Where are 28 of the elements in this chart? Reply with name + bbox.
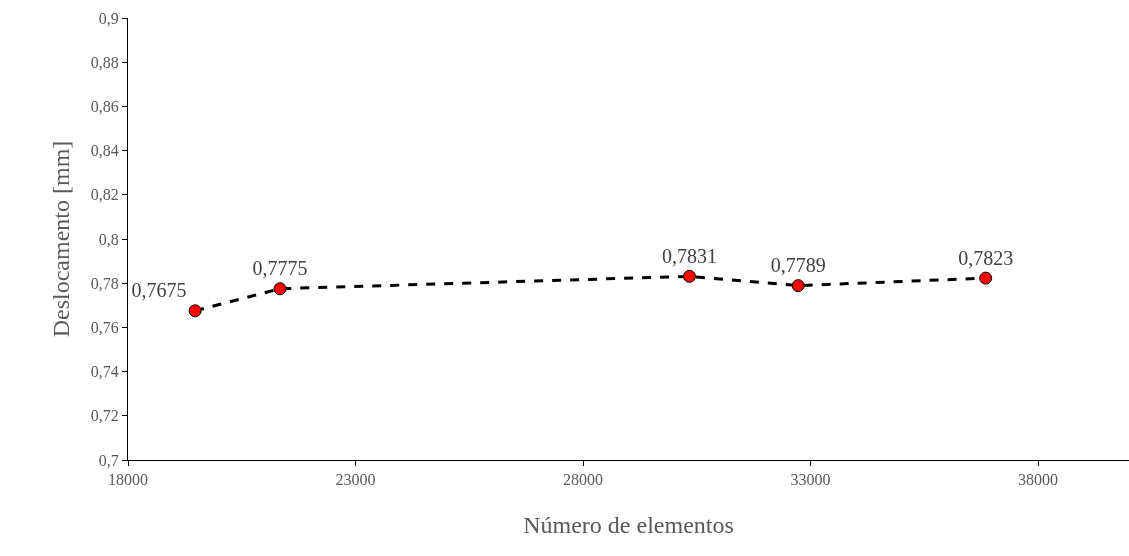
y-tick-label: 0,9 (98, 9, 119, 27)
x-tick-label: 18000 (108, 471, 148, 489)
x-axis-title: Número de elementos (523, 511, 734, 538)
data-label: 0,7789 (770, 254, 826, 277)
y-tick-label: 0,78 (90, 274, 119, 292)
y-tick-label: 0,72 (90, 407, 119, 425)
y-tick-label: 0,7 (98, 451, 119, 469)
x-tick-label: 28000 (563, 471, 603, 489)
data-label: 0,7823 (958, 246, 1014, 269)
data-label: 0,7775 (252, 257, 308, 280)
point (273, 282, 287, 296)
y-tick-label: 0,74 (90, 363, 119, 381)
point (682, 269, 696, 283)
y-tick-label: 0,84 (90, 142, 119, 160)
y-tick-label: 0,76 (90, 319, 119, 336)
point (188, 304, 202, 318)
y-tick-label: 0,86 (90, 98, 119, 115)
data-label: 0,7675 (131, 279, 187, 302)
y-tick-label: 0,82 (90, 186, 119, 204)
y-tick-label: 0,88 (90, 53, 119, 71)
point (979, 271, 993, 285)
x-tick-label: 33000 (790, 471, 831, 489)
x-tick-label: 23000 (335, 471, 376, 489)
y-tick-label: 0,8 (98, 230, 119, 248)
y-axis-title: Deslocamento [mm] (47, 140, 74, 338)
data-label: 0,7831 (661, 244, 717, 267)
x-tick-label: 38000 (1018, 471, 1058, 489)
point (791, 279, 805, 293)
